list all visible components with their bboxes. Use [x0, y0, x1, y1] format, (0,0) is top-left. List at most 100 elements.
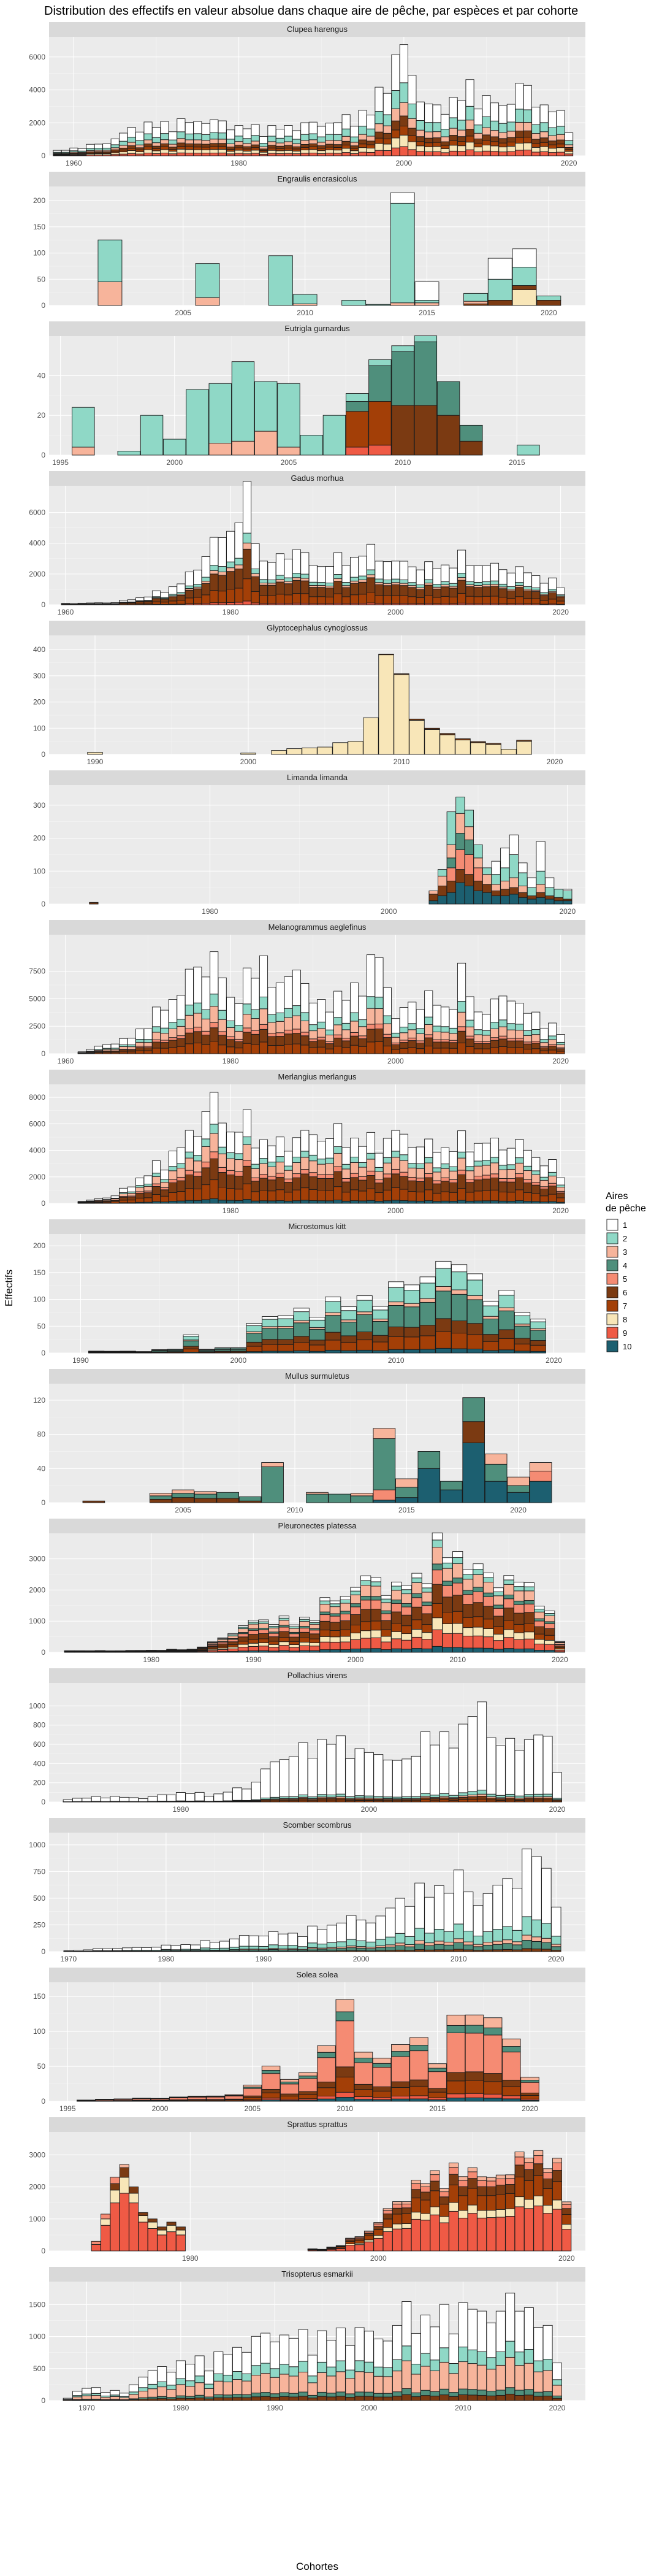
bar-segment-area-3 [515, 121, 524, 132]
bar-segment-area-3 [226, 567, 235, 572]
bar-segment-area-3 [515, 1030, 524, 1039]
bar-segment-area-6 [482, 1334, 499, 1342]
bar-segment-area-1 [486, 2322, 496, 2358]
bar-segment-area-1 [298, 1742, 308, 1795]
bar-segment-area-1 [432, 1152, 441, 1168]
bar-segment-area-2 [473, 581, 483, 586]
x-tick-label: 1980 [230, 159, 247, 167]
bar-segment-area-4 [213, 2394, 224, 2398]
bar-segment-area-3 [201, 580, 210, 584]
bar-segment-area-10 [493, 1649, 504, 1653]
bar-segment-area-5 [416, 1178, 425, 1182]
bar-segment-area-7 [411, 1619, 422, 1630]
bar-segment-area-3 [306, 1492, 329, 1495]
bar-segment-area-7 [168, 600, 177, 605]
bar-segment-area-2 [356, 1940, 367, 1947]
bar-segment-area-6 [217, 1643, 228, 1647]
bar-segment-area-4 [483, 1592, 494, 1597]
bar-segment-area-5 [409, 2050, 428, 2080]
bar-segment-area-7 [234, 588, 243, 603]
bar-segment-area-3 [435, 1286, 452, 1292]
bar-segment-area-5 [275, 1032, 284, 1037]
bar-segment-area-10 [523, 1648, 535, 1653]
bar-segment-area-10 [193, 1200, 202, 1204]
bar-segment-area-6 [360, 1609, 371, 1622]
bar-segment-area-5 [91, 2241, 101, 2245]
bar-segment-area-1 [238, 1625, 249, 1628]
bar-segment-area-1 [185, 571, 194, 586]
bar-segment-area-9 [441, 152, 450, 156]
bar-segment-area-3 [210, 1133, 219, 1152]
bar-segment-area-2 [232, 2371, 242, 2380]
bar-segment-area-9 [392, 2228, 402, 2252]
bar-segment-area-9 [442, 1633, 453, 1648]
bar-segment-area-7 [449, 1048, 458, 1054]
bar-segment-area-7 [261, 2092, 281, 2099]
bar-segment-area-7 [392, 2214, 402, 2225]
y-tick-label: 1500 [29, 2300, 45, 2309]
bar-segment-area-5 [375, 1179, 384, 1184]
bar-segment-area-6 [177, 1180, 186, 1192]
bar-segment-area-8 [411, 2212, 421, 2220]
bar-segment-area-3 [515, 585, 524, 588]
bar-segment-area-7 [356, 1340, 373, 1351]
bar-segment-area-4 [462, 1590, 473, 1595]
bar-segment-area-3 [354, 2052, 373, 2058]
bar-segment-area-2 [424, 1016, 433, 1025]
bar-segment-area-2 [127, 1045, 136, 1048]
bar-segment-area-1 [267, 1145, 276, 1163]
bar-segment-area-6 [292, 1033, 301, 1045]
bar-segment-area-2 [458, 2347, 468, 2363]
bar-segment-area-2 [392, 2359, 402, 2372]
bar-segment-area-7 [293, 1342, 310, 1351]
bar-segment-area-5 [432, 1180, 441, 1184]
bar-segment-area-2 [248, 1622, 259, 1625]
bar-segment-area-1 [449, 567, 458, 584]
bar-segment-area-2 [226, 1152, 235, 1159]
bar-segment-area-7 [177, 146, 186, 150]
bar-segment-area-2 [278, 1617, 289, 1621]
bar-segment-area-7 [300, 1045, 310, 1054]
bar-segment-area-2 [408, 103, 417, 119]
bar-segment-area-9 [308, 153, 318, 156]
bar-segment-area-2 [552, 2379, 562, 2386]
bar-segment-area-7 [358, 594, 367, 604]
bar-segment-area-6 [366, 577, 376, 592]
bar-segment-area-1 [127, 599, 136, 602]
bar-segment-area-1 [261, 1768, 271, 1798]
bar-segment-area-6 [457, 136, 466, 142]
bar-segment-area-7 [465, 1046, 474, 1054]
x-tick-label: 1980 [143, 1655, 159, 1664]
bar-segment-area-1 [267, 125, 276, 137]
bar-segment-area-2 [127, 137, 136, 143]
bar-segment-area-1 [565, 132, 574, 141]
bar-segment-area-1 [210, 1942, 220, 1949]
bar-segment-area-1 [326, 2340, 337, 2367]
bar-segment-area-6 [183, 1346, 199, 1349]
bar-segment-area-9 [175, 2234, 186, 2252]
bar-segment-area-1 [366, 543, 376, 570]
bar-segment-area-3 [193, 1160, 202, 1173]
y-tick-label: 2000 [29, 2183, 45, 2191]
bar-segment-area-9 [317, 153, 326, 156]
bar-segment-area-6 [542, 1798, 553, 1801]
bar-segment-area-8 [177, 148, 186, 153]
bar-segment-area-9 [147, 2228, 158, 2252]
bar-segment-area-1 [441, 1147, 450, 1165]
bar-segment-area-5 [360, 1600, 371, 1610]
legend-swatch-10 [606, 1340, 618, 1352]
bar-segment-area-2 [86, 148, 95, 151]
bar-segment-area-2 [432, 1539, 443, 1548]
bar-segment-area-1 [531, 1856, 542, 1920]
bar-segment-area-3 [465, 1026, 474, 1037]
bar-segment-area-1 [143, 1028, 153, 1040]
bar-segment-area-6 [373, 2226, 384, 2230]
bar-segment-area-3 [416, 129, 425, 137]
bar-segment-area-6 [500, 889, 510, 897]
bar-segment-area-6 [422, 1613, 433, 1625]
bar-segment-area-7 [251, 591, 260, 604]
bar-segment-area-6 [372, 2086, 392, 2091]
bar-segment-area-7 [275, 1189, 284, 1202]
bar-segment-area-3 [385, 1944, 396, 1947]
